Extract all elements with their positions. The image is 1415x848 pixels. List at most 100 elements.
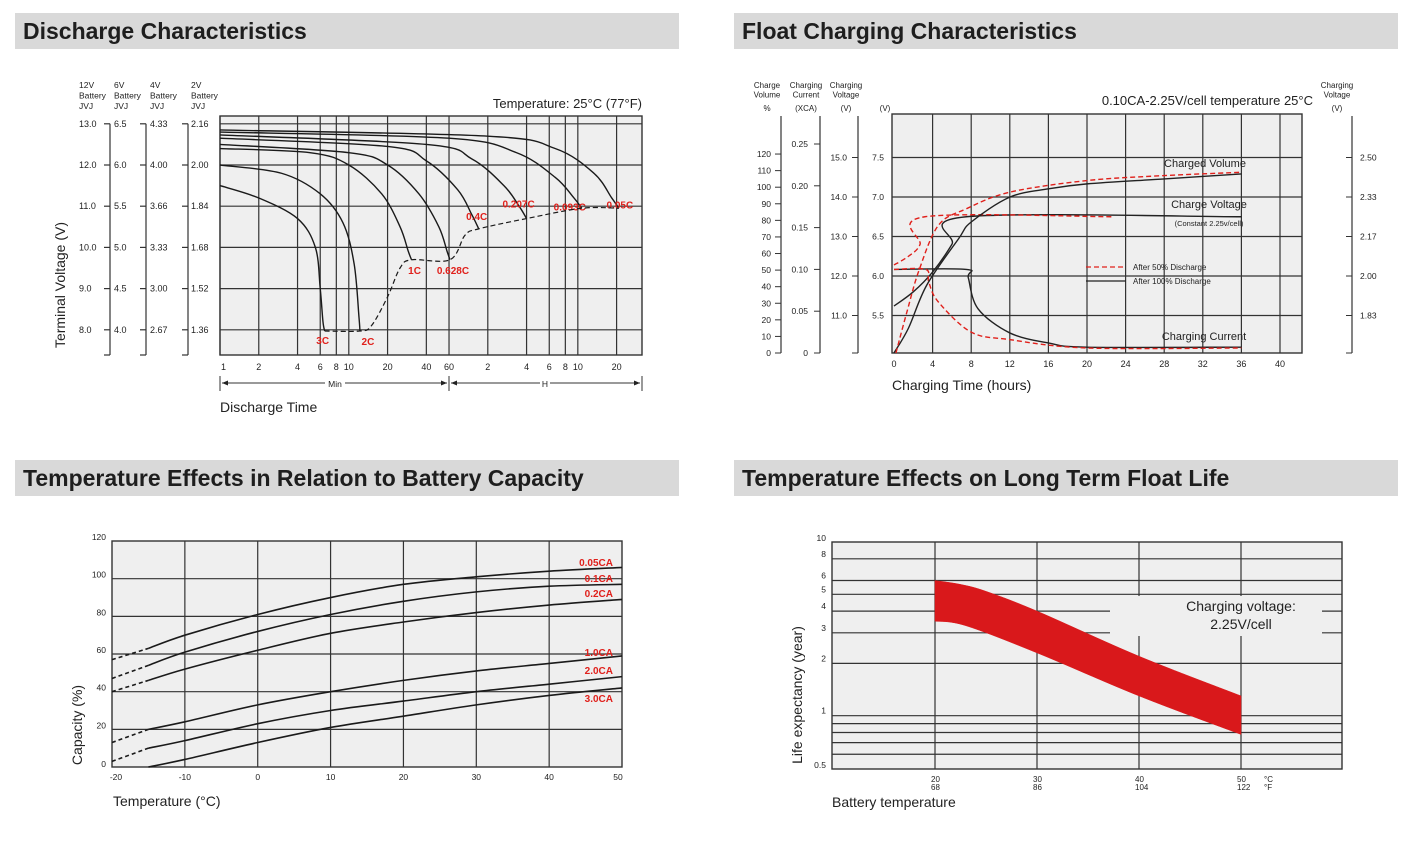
x-tick-label-celsius: 30 [1033,775,1042,784]
y-tick-label-charging_voltage_cell: 2.17 [1360,232,1377,242]
x-tick-label: 8 [969,359,974,369]
y-axis-title: Terminal Voltage (V) [52,222,68,348]
x-tick-label: 24 [1121,359,1131,369]
y-tick-label: 5.5 [114,201,127,211]
axis-header: Battery [79,91,107,101]
x-tick-label-fahrenheit: 86 [1033,783,1042,792]
y-tick-label: 1.68 [191,242,209,252]
volume-curve-100pct [893,173,1242,354]
y-tick-label-charging_voltage_6v: 5.5 [872,311,884,321]
y-tick-label-charging_voltage_6v: 7.5 [872,153,884,163]
curve-label: 0.628C [437,266,469,277]
y-tick-label: 60 [97,645,107,655]
axis-header-charging_voltage_12v: Voltage [833,91,860,100]
section-header-float-life: Temperature Effects on Long Term Float L… [734,460,1398,496]
y-tick-label-charging_current: 0.20 [791,181,808,191]
y-tick-label-charging_voltage_cell: 2.50 [1360,153,1377,163]
y-tick-label: 0 [101,759,106,769]
charging-current-label: Charging Current [1162,331,1246,343]
x-tick-label: 36 [1236,359,1246,369]
y-tick-label: 1.52 [191,284,209,294]
x-tick-label: 1 [221,362,226,372]
x-tick-label-fahrenheit: 68 [931,783,940,792]
y-tick-label-charging_voltage_cell: 2.33 [1360,192,1377,202]
y-tick-label: 6 [821,571,826,581]
extrapolated-segment-0.2CA [111,679,149,693]
axis-header: JVJ [191,101,205,111]
x-tick-label: 6 [318,362,323,372]
arrowhead-icon [634,380,640,386]
charge-voltage-label: Charge Voltage [1171,199,1247,211]
y-tick-label-charge_volume: 10 [762,331,772,341]
x-tick-label: 40 [421,362,431,372]
axis-header: 4V [150,80,161,90]
x-tick-label: 12 [1005,359,1015,369]
axis-header-charging_current: Charging [790,81,822,90]
y-tick-label-charging_voltage_12v: 14.0 [830,192,847,202]
axis-header: JVJ [79,101,93,111]
curve-label: 0.1CA [585,574,613,585]
y-tick-label-charging_voltage_12v: 13.0 [830,232,847,242]
x-tick-label: 20 [612,362,622,372]
x-tick-label: 10 [344,362,354,372]
discharge-curve-2C [219,164,361,332]
y-tick-label: 8 [821,549,826,559]
x-tick-label: 4 [930,359,935,369]
x-tick-label-fahrenheit: 104 [1135,783,1149,792]
y-tick-label: 4.00 [150,160,168,170]
y-tick-label: 1 [821,706,826,716]
float-life-chart: 206830864010450122°C°F1086543210.5Chargi… [789,533,1343,810]
plot-area [219,115,643,356]
charging-voltage-value: 2.25V/cell [1210,616,1271,632]
x-tick-label: 32 [1198,359,1208,369]
discharge-curve-0.093C [219,131,583,209]
voltage-curve-100pct [893,214,1242,307]
axis-header-charging_current: (XCA) [795,104,817,113]
section-header-temp-capacity: Temperature Effects in Relation to Batte… [15,460,679,496]
x-tick-label-celsius: 50 [1237,775,1246,784]
x-axis-title: Temperature (°C) [113,793,221,809]
axis-header-charge_volume: Charge [754,81,781,90]
y-tick-label: 2.16 [191,119,209,129]
curve-label: 1C [408,266,421,277]
curve-label: 2.0CA [585,666,613,677]
chart-title: 0.10CA-2.25V/cell temperature 25°C [1102,93,1313,108]
y-tick-label-charge_volume: 60 [762,249,772,259]
y-tick-label-charge_volume: 20 [762,315,772,325]
arrowhead-icon [451,380,457,386]
discharge-curve-0.628C [219,143,451,260]
y-tick-label: 3 [821,623,826,633]
curve-label: 0.093C [554,202,586,213]
y-tick-label-charge_volume: 90 [762,199,772,209]
axis-header: 6V [114,80,125,90]
curve-label: 1.0CA [585,648,613,659]
axis-header: JVJ [114,101,128,111]
x-tick-label: 8 [334,362,339,372]
y-tick-label: 4.33 [150,119,168,129]
extrapolated-segment-0.1CA [111,664,149,680]
discharge-curve-0.4C [219,137,480,230]
y-tick-label: 1.84 [191,201,209,211]
voltage-curve-50pct [893,214,1114,266]
curve-label: 0.207C [502,200,534,211]
y-axis-title: Capacity (%) [69,685,85,765]
volume-curve-50pct [895,171,1242,354]
plot-area [891,113,1303,354]
y-axis-title: Life expectancy (year) [789,626,805,764]
y-tick-label-charging_current: 0 [803,348,808,358]
y-tick-label: 5 [821,584,826,594]
curve-label: 0.05CA [579,558,613,569]
x-tick-label: 6 [547,362,552,372]
y-tick-label-charge_volume: 80 [762,215,772,225]
y-tick-label: 4 [821,601,826,611]
axis-header-charging_voltage_12v: (V) [841,104,852,113]
extrapolated-segment-1.0CA [111,728,149,744]
x-tick-label: 8 [563,362,568,372]
x-tick-label: 10 [326,772,336,782]
capacity-curve-3.0CA [148,687,623,768]
x-tick-label: 60 [444,362,454,372]
y-tick-label-charge_volume: 0 [766,348,771,358]
x-tick-label: 40 [544,772,554,782]
y-tick-label-charging_voltage_cell: 2.00 [1360,271,1377,281]
